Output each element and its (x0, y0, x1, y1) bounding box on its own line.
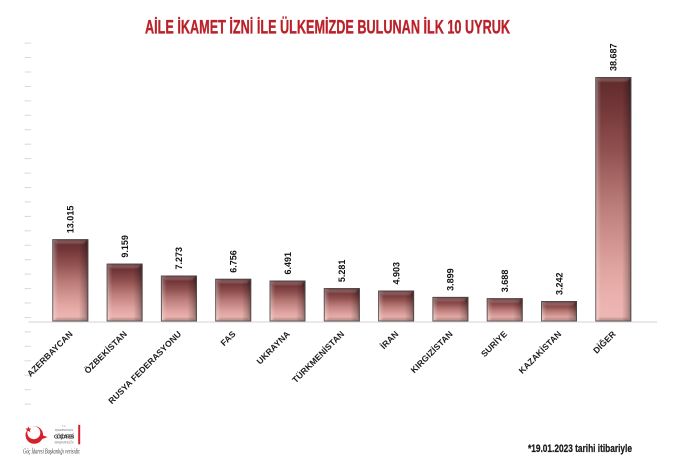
svg-text:3.242: 3.242 (554, 272, 564, 295)
svg-text:ÖZBEKİSTAN: ÖZBEKİSTAN (82, 329, 129, 376)
svg-text:TÜRKMENİSTAN: TÜRKMENİSTAN (290, 329, 346, 385)
svg-text:İÇİŞLERİ BAKANLIĞI: İÇİŞLERİ BAKANLIĞI (55, 427, 74, 432)
svg-text:DİĞER: DİĞER (590, 328, 618, 356)
svg-text:4.903: 4.903 (391, 262, 401, 285)
svg-text:BAŞKANLIĞI: BAŞKANLIĞI (55, 440, 74, 445)
svg-text:GÖÇ İDARESİ: GÖÇ İDARESİ (54, 434, 74, 441)
svg-text:KIRGIZİSTAN: KIRGIZİSTAN (409, 329, 455, 375)
svg-text:*19.01.2023 tarihi itibariyle: *19.01.2023 tarihi itibariyle (528, 443, 632, 455)
svg-text:13.015: 13.015 (66, 206, 76, 234)
svg-text:7.273: 7.273 (174, 247, 184, 270)
svg-text:3.688: 3.688 (500, 270, 510, 293)
svg-text:Göç İdaresi Başkanlığı verisid: Göç İdaresi Başkanlığı verisidir. (23, 448, 81, 456)
svg-text:KAZAKİSTAN: KAZAKİSTAN (517, 329, 564, 376)
svg-text:T.C.: T.C. (62, 425, 67, 428)
svg-text:3.899: 3.899 (446, 268, 456, 291)
svg-text:AZERBAYCAN: AZERBAYCAN (25, 329, 75, 379)
svg-text:AİLE İKAMET İZNİ İLE ÜLKEMİZDE: AİLE İKAMET İZNİ İLE ÜLKEMİZDE BULUNAN İ… (145, 18, 510, 39)
svg-text:9.159: 9.159 (120, 235, 130, 258)
svg-text:SURİYE: SURİYE (479, 329, 509, 359)
svg-text:38.687: 38.687 (609, 43, 619, 71)
svg-text:İRAN: İRAN (378, 329, 400, 351)
svg-text:5.281: 5.281 (337, 260, 347, 283)
svg-text:UKRAYNA: UKRAYNA (255, 329, 292, 366)
svg-text:FAS: FAS (219, 329, 238, 348)
svg-text:6.756: 6.756 (229, 250, 239, 273)
svg-text:6.491: 6.491 (283, 252, 293, 275)
